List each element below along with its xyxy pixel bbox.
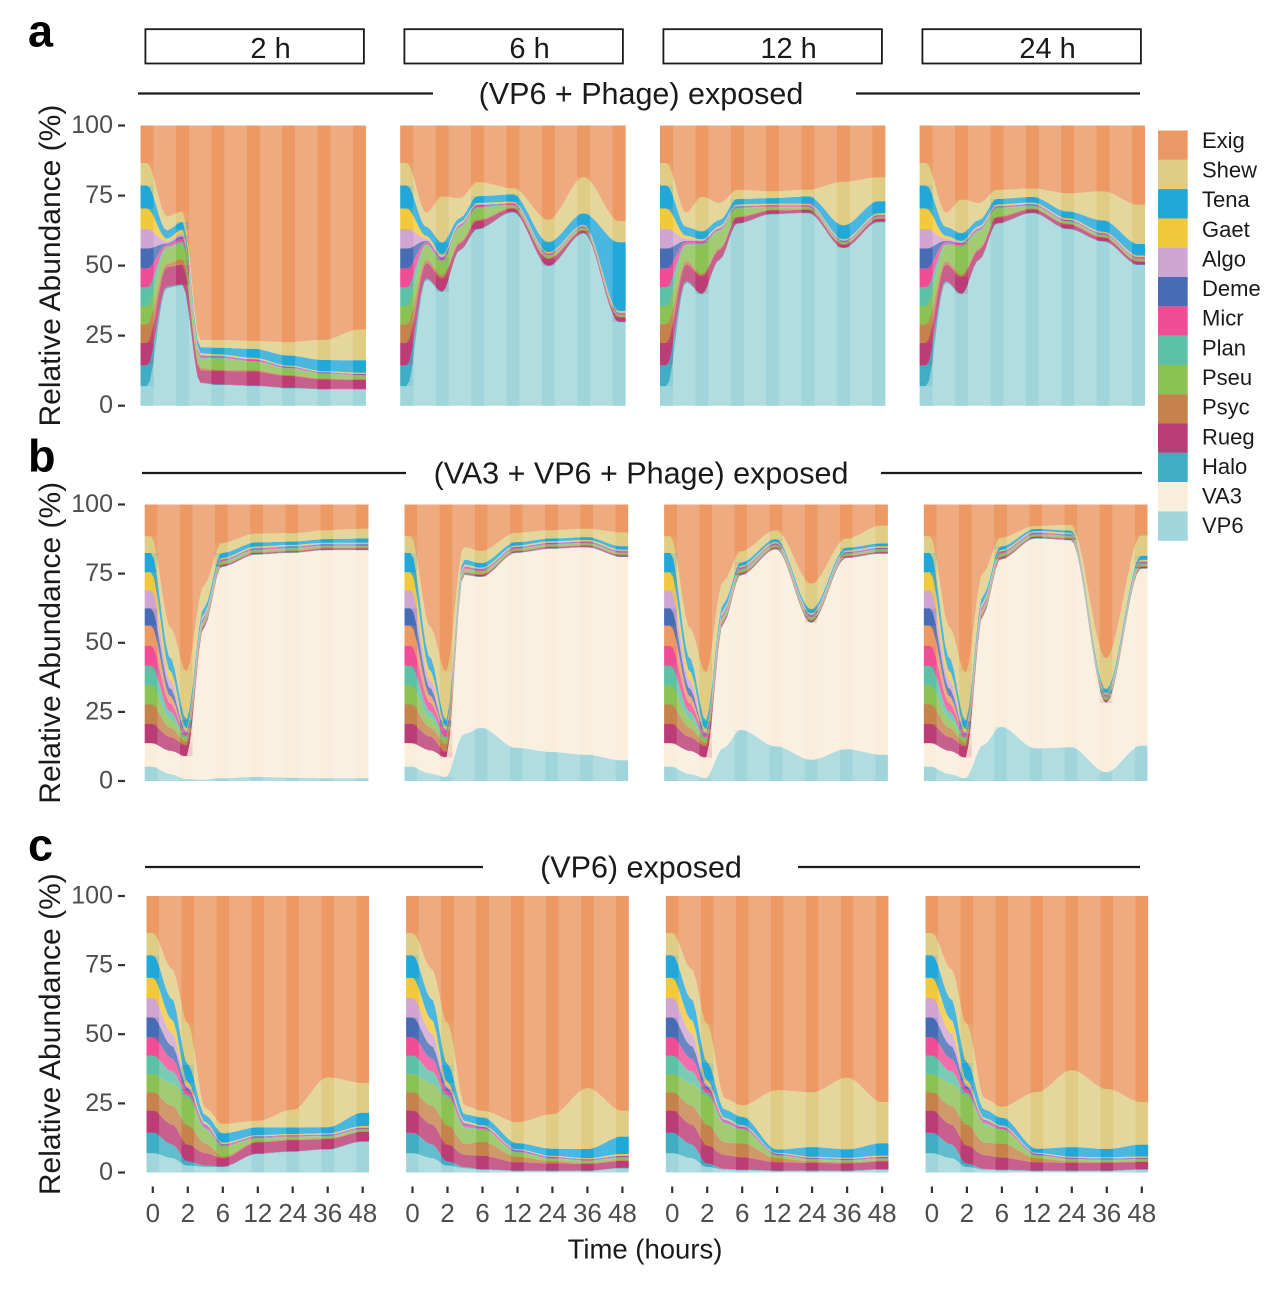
svg-text:0: 0 [99, 1158, 113, 1186]
svg-text:0: 0 [405, 1198, 419, 1228]
svg-text:24 h: 24 h [1019, 33, 1075, 65]
svg-text:75: 75 [85, 951, 113, 979]
svg-text:75: 75 [85, 181, 113, 209]
svg-text:0: 0 [99, 767, 113, 795]
svg-text:2: 2 [440, 1198, 454, 1228]
svg-text:48: 48 [1127, 1198, 1156, 1228]
svg-text:25: 25 [85, 321, 113, 349]
svg-text:Pseu: Pseu [1202, 365, 1252, 390]
svg-text:Deme: Deme [1202, 276, 1261, 301]
svg-text:Rueg: Rueg [1202, 424, 1255, 449]
svg-text:12: 12 [1022, 1198, 1051, 1228]
svg-text:Gaet: Gaet [1202, 217, 1250, 242]
svg-text:2: 2 [700, 1198, 714, 1228]
svg-text:VP6: VP6 [1202, 513, 1244, 538]
svg-text:48: 48 [348, 1198, 377, 1228]
svg-text:0: 0 [99, 391, 113, 419]
svg-text:6: 6 [475, 1198, 489, 1228]
svg-text:0: 0 [665, 1198, 679, 1228]
svg-text:Plan: Plan [1202, 335, 1246, 360]
svg-text:36: 36 [313, 1198, 342, 1228]
svg-text:Relative Abundance (%): Relative Abundance (%) [34, 482, 67, 804]
svg-text:25: 25 [85, 697, 113, 725]
svg-text:a: a [28, 6, 54, 57]
svg-text:0: 0 [146, 1198, 160, 1228]
svg-text:c: c [28, 820, 53, 871]
svg-text:2 h: 2 h [250, 33, 290, 65]
svg-text:48: 48 [868, 1198, 897, 1228]
svg-text:36: 36 [1092, 1198, 1121, 1228]
svg-text:b: b [28, 431, 56, 482]
svg-text:50: 50 [85, 251, 113, 279]
svg-text:0: 0 [925, 1198, 939, 1228]
svg-text:25: 25 [85, 1089, 113, 1117]
svg-text:24: 24 [798, 1198, 827, 1228]
svg-text:100: 100 [71, 882, 113, 910]
svg-text:Exig: Exig [1202, 128, 1245, 153]
svg-text:Tena: Tena [1202, 187, 1250, 212]
svg-text:VA3: VA3 [1202, 484, 1242, 509]
svg-text:6: 6 [735, 1198, 749, 1228]
svg-text:50: 50 [85, 628, 113, 656]
svg-text:36: 36 [833, 1198, 862, 1228]
svg-text:24: 24 [1057, 1198, 1086, 1228]
svg-text:24: 24 [278, 1198, 307, 1228]
svg-text:2: 2 [960, 1198, 974, 1228]
svg-text:(VA3 + VP6 + Phage) exposed: (VA3 + VP6 + Phage) exposed [434, 457, 849, 491]
svg-text:Algo: Algo [1202, 246, 1246, 271]
svg-text:12: 12 [243, 1198, 272, 1228]
svg-text:24: 24 [538, 1198, 567, 1228]
svg-text:Micr: Micr [1202, 306, 1244, 331]
svg-text:6 h: 6 h [509, 33, 549, 65]
svg-text:12 h: 12 h [760, 33, 816, 65]
svg-text:6: 6 [216, 1198, 230, 1228]
svg-text:100: 100 [71, 490, 113, 518]
svg-text:Relative Abundance (%): Relative Abundance (%) [34, 105, 67, 427]
svg-text:2: 2 [181, 1198, 195, 1228]
svg-text:(VP6) exposed: (VP6) exposed [540, 851, 742, 885]
svg-text:Halo: Halo [1202, 454, 1247, 479]
svg-text:50: 50 [85, 1020, 113, 1048]
svg-text:Relative Abundance (%): Relative Abundance (%) [34, 873, 67, 1195]
svg-text:Time (hours): Time (hours) [568, 1234, 723, 1265]
svg-text:12: 12 [503, 1198, 532, 1228]
svg-text:48: 48 [608, 1198, 637, 1228]
svg-text:Shew: Shew [1202, 158, 1257, 183]
svg-text:100: 100 [71, 111, 113, 139]
svg-text:36: 36 [573, 1198, 602, 1228]
svg-text:(VP6 + Phage) exposed: (VP6 + Phage) exposed [479, 77, 804, 111]
svg-text:6: 6 [995, 1198, 1009, 1228]
svg-text:75: 75 [85, 559, 113, 587]
svg-text:Psyc: Psyc [1202, 395, 1250, 420]
svg-text:12: 12 [763, 1198, 792, 1228]
